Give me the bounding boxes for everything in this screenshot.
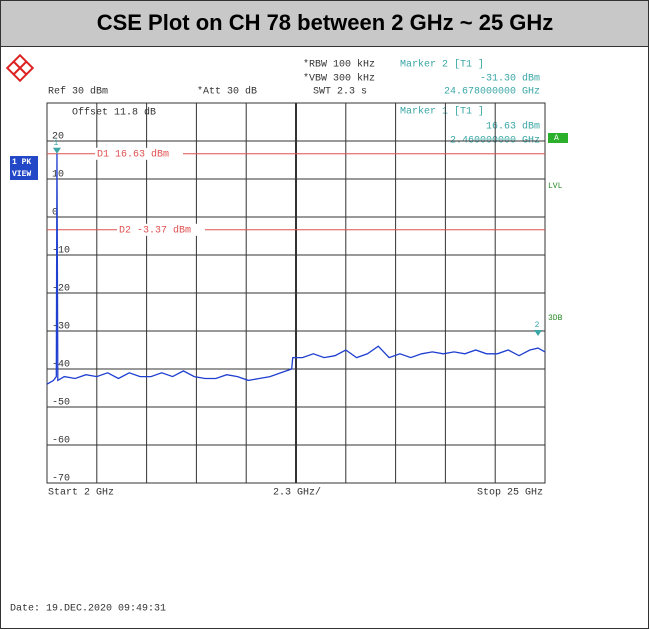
trace-label: VIEW: [12, 170, 31, 179]
trace-badge: [10, 156, 38, 180]
side-label: 3DB: [548, 314, 563, 323]
label-bg: [95, 147, 183, 160]
sweep-time: SWT 2.3 s: [313, 87, 367, 98]
a-badge: [548, 133, 568, 143]
title: CSE Plot on CH 78 between 2 GHz ~ 25 GHz: [97, 10, 554, 35]
display-line-label: D2 -3.37 dBm: [119, 224, 191, 236]
y-tick-label: -30: [52, 322, 70, 333]
vbw: *VBW 300 kHz: [303, 73, 375, 85]
marker-freq: 24.678000000 GHz: [444, 87, 540, 98]
y-tick-label: 20: [52, 132, 64, 143]
offset: Offset 11.8 dB: [72, 107, 156, 119]
y-tick-label: -50: [52, 398, 70, 409]
y-tick-label: 0: [52, 208, 58, 219]
y-tick-label: -70: [52, 474, 70, 485]
marker-label: 1: [54, 139, 59, 148]
y-tick-label: -20: [52, 284, 70, 295]
attenuation: *Att 30 dB: [197, 86, 257, 98]
x-per-div: 2.3 GHz/: [273, 487, 321, 499]
marker-label: 2: [535, 321, 540, 330]
display-line-label: D1 16.63 dBm: [97, 148, 169, 160]
x-stop: Stop 25 GHz: [477, 488, 543, 499]
y-tick-label: -40: [52, 360, 70, 371]
marker-title: Marker 1 [T1 ]: [400, 106, 484, 118]
marker: [52, 147, 61, 154]
y-tick-label: 10: [52, 170, 64, 181]
ref-level: Ref 30 dBm: [48, 86, 108, 98]
rbw: *RBW 100 kHz: [303, 59, 375, 71]
trace: [46, 153, 546, 385]
marker-title: Marker 2 [T1 ]: [400, 59, 484, 71]
y-tick-label: -60: [52, 436, 70, 447]
marker-level: -31.30 dBm: [480, 73, 540, 85]
y-tick-label: -10: [52, 246, 70, 257]
trace-label: 1 PK: [12, 158, 31, 167]
title-bar: [0, 0, 649, 47]
side-label: LVL: [548, 182, 563, 191]
side-label: A: [554, 134, 559, 143]
label-bg: [117, 223, 205, 236]
marker: [534, 329, 543, 336]
marker-level: 16.63 dBm: [486, 121, 540, 133]
x-start: Start 2 GHz: [48, 488, 114, 499]
logo: [5, 53, 35, 83]
date: Date: 19.DEC.2020 09:49:31: [10, 604, 166, 615]
